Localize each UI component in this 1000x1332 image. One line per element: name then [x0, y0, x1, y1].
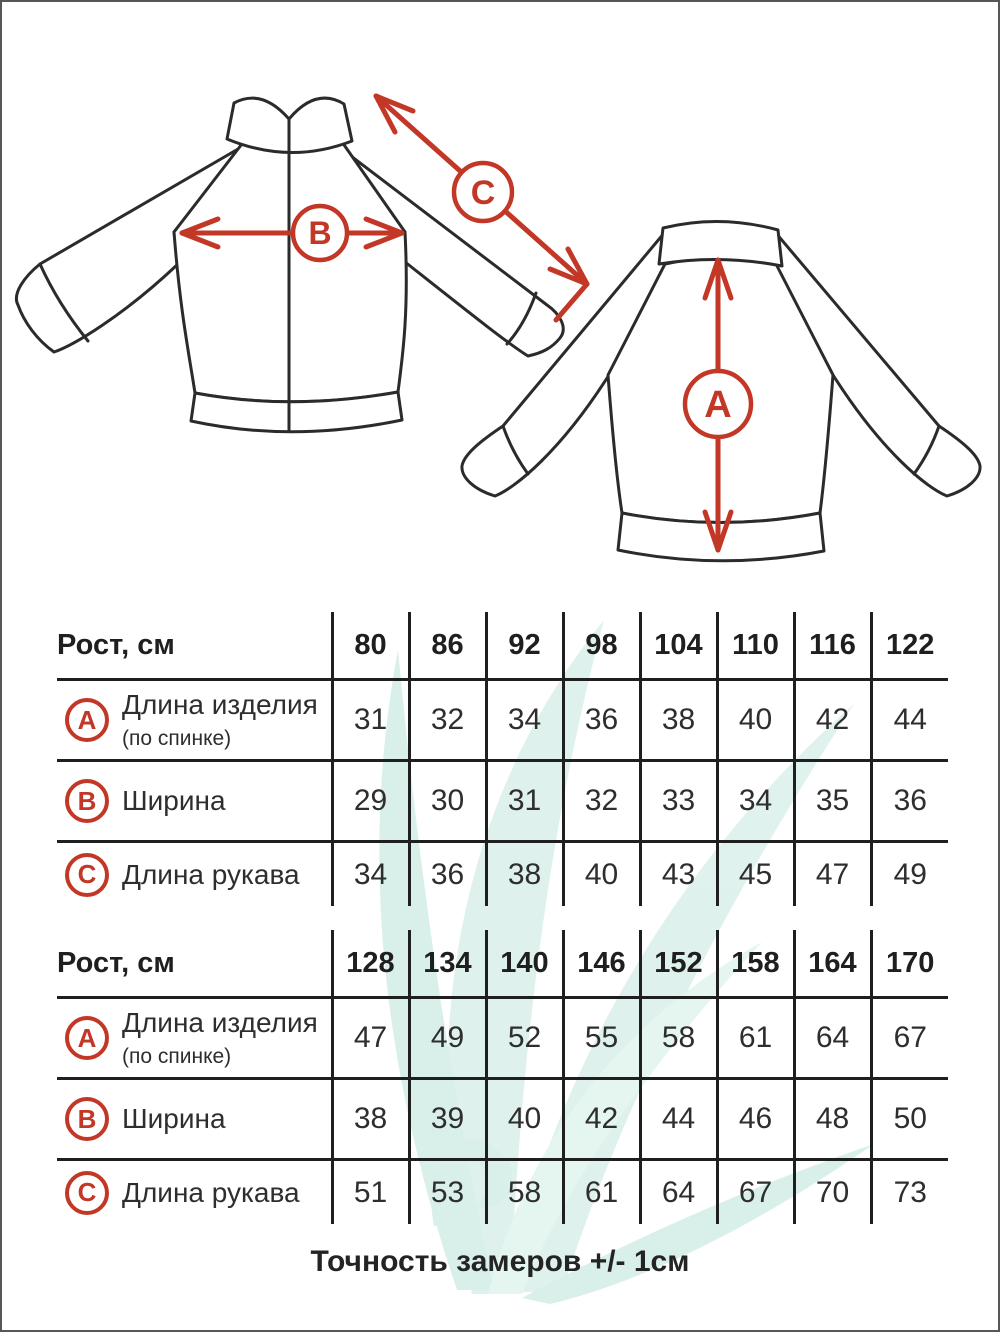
- value-cell: 40: [715, 679, 794, 762]
- row-label: Длина изделия (по спинке): [122, 688, 318, 750]
- size-header-cell: 122: [869, 612, 948, 681]
- value-cell: 49: [407, 997, 486, 1080]
- value-cell: 40: [561, 841, 640, 906]
- size-header-cell: 134: [407, 930, 486, 999]
- row-letter-badge: B: [65, 779, 109, 823]
- value-cell: 31: [484, 760, 563, 843]
- label-circle-b: B: [290, 203, 350, 263]
- size-table-1: Рост, см 80 86 92 98 104 110 116 122 A Д…: [57, 612, 948, 906]
- value-cell: 64: [638, 1159, 717, 1224]
- label-circle-c: C: [451, 160, 515, 224]
- value-cell: 44: [638, 1078, 717, 1161]
- value-cell: 49: [869, 841, 948, 906]
- value-cell: 61: [561, 1159, 640, 1224]
- height-header: Рост, см: [57, 930, 332, 999]
- value-cell: 43: [638, 841, 717, 906]
- accuracy-note: Точность замеров +/- 1см: [310, 1245, 690, 1278]
- value-cell: 47: [792, 841, 871, 906]
- label-circle-a: A: [682, 368, 754, 440]
- value-cell: 34: [484, 679, 563, 762]
- value-cell: 67: [715, 1159, 794, 1224]
- row-label: Длина изделия (по спинке): [122, 1006, 318, 1068]
- table-row: Рост, см 128 134 140 146 152 158 164 170: [57, 930, 948, 999]
- value-cell: 58: [484, 1159, 563, 1224]
- value-cell: 36: [561, 679, 640, 762]
- size-header-cell: 158: [715, 930, 794, 999]
- size-header-cell: 110: [715, 612, 794, 681]
- size-table-2: Рост, см 128 134 140 146 152 158 164 170…: [57, 930, 948, 1224]
- size-header-cell: 152: [638, 930, 717, 999]
- letter-b: B: [308, 215, 331, 251]
- size-header-cell: 92: [484, 612, 563, 681]
- value-cell: 38: [330, 1078, 409, 1161]
- row-letter-badge: A: [65, 1016, 109, 1060]
- value-cell: 64: [792, 997, 871, 1080]
- value-cell: 39: [407, 1078, 486, 1161]
- value-cell: 44: [869, 679, 948, 762]
- value-cell: 35: [792, 760, 871, 843]
- size-header-cell: 104: [638, 612, 717, 681]
- value-cell: 34: [715, 760, 794, 843]
- value-cell: 31: [330, 679, 409, 762]
- letter-a: A: [704, 384, 731, 426]
- size-header-cell: 86: [407, 612, 486, 681]
- value-cell: 36: [407, 841, 486, 906]
- row-label: Ширина: [122, 785, 226, 817]
- row-letter-badge: C: [65, 1170, 109, 1215]
- table-row: C Длина рукава 51 53 58 61 64 67 70 73: [57, 1159, 948, 1224]
- row-letter-badge: A: [65, 698, 109, 742]
- value-cell: 46: [715, 1078, 794, 1161]
- value-cell: 32: [561, 760, 640, 843]
- value-cell: 45: [715, 841, 794, 906]
- size-header-cell: 98: [561, 612, 640, 681]
- height-header: Рост, см: [57, 612, 332, 681]
- value-cell: 42: [561, 1078, 640, 1161]
- size-header-cell: 170: [869, 930, 948, 999]
- size-header-cell: 140: [484, 930, 563, 999]
- garment-diagram: B C A: [15, 93, 982, 563]
- size-header-cell: 128: [330, 930, 409, 999]
- table-row: B Ширина 29 30 31 32 33 34 35 36: [57, 760, 948, 843]
- table-row: A Длина изделия (по спинке) 31 32 34 36 …: [57, 679, 948, 762]
- value-cell: 53: [407, 1159, 486, 1224]
- value-cell: 29: [330, 760, 409, 843]
- row-letter-badge: C: [65, 852, 109, 897]
- row-label: Ширина: [122, 1103, 226, 1135]
- row-label: Длина рукава: [122, 858, 300, 890]
- table-row: Рост, см 80 86 92 98 104 110 116 122: [57, 612, 948, 681]
- value-cell: 30: [407, 760, 486, 843]
- front-view-drawing: [15, 96, 565, 434]
- letter-c: C: [471, 174, 496, 212]
- size-header-cell: 164: [792, 930, 871, 999]
- size-header-cell: 116: [792, 612, 871, 681]
- table-row: C Длина рукава 34 36 38 40 43 45 47 49: [57, 841, 948, 906]
- value-cell: 58: [638, 997, 717, 1080]
- value-cell: 52: [484, 997, 563, 1080]
- value-cell: 40: [484, 1078, 563, 1161]
- size-header-cell: 146: [561, 930, 640, 999]
- value-cell: 36: [869, 760, 948, 843]
- value-cell: 50: [869, 1078, 948, 1161]
- table-row: B Ширина 38 39 40 42 44 46 48 50: [57, 1078, 948, 1161]
- value-cell: 47: [330, 997, 409, 1080]
- value-cell: 32: [407, 679, 486, 762]
- value-cell: 48: [792, 1078, 871, 1161]
- value-cell: 42: [792, 679, 871, 762]
- value-cell: 38: [638, 679, 717, 762]
- row-label: Длина рукава: [122, 1176, 300, 1208]
- value-cell: 55: [561, 997, 640, 1080]
- size-header-cell: 80: [330, 612, 409, 681]
- back-view-drawing: [460, 219, 982, 563]
- value-cell: 61: [715, 997, 794, 1080]
- row-letter-badge: B: [65, 1097, 109, 1141]
- value-cell: 33: [638, 760, 717, 843]
- value-cell: 38: [484, 841, 563, 906]
- value-cell: 51: [330, 1159, 409, 1224]
- value-cell: 73: [869, 1159, 948, 1224]
- value-cell: 70: [792, 1159, 871, 1224]
- table-row: A Длина изделия (по спинке) 47 49 52 55 …: [57, 997, 948, 1080]
- value-cell: 34: [330, 841, 409, 906]
- value-cell: 67: [869, 997, 948, 1080]
